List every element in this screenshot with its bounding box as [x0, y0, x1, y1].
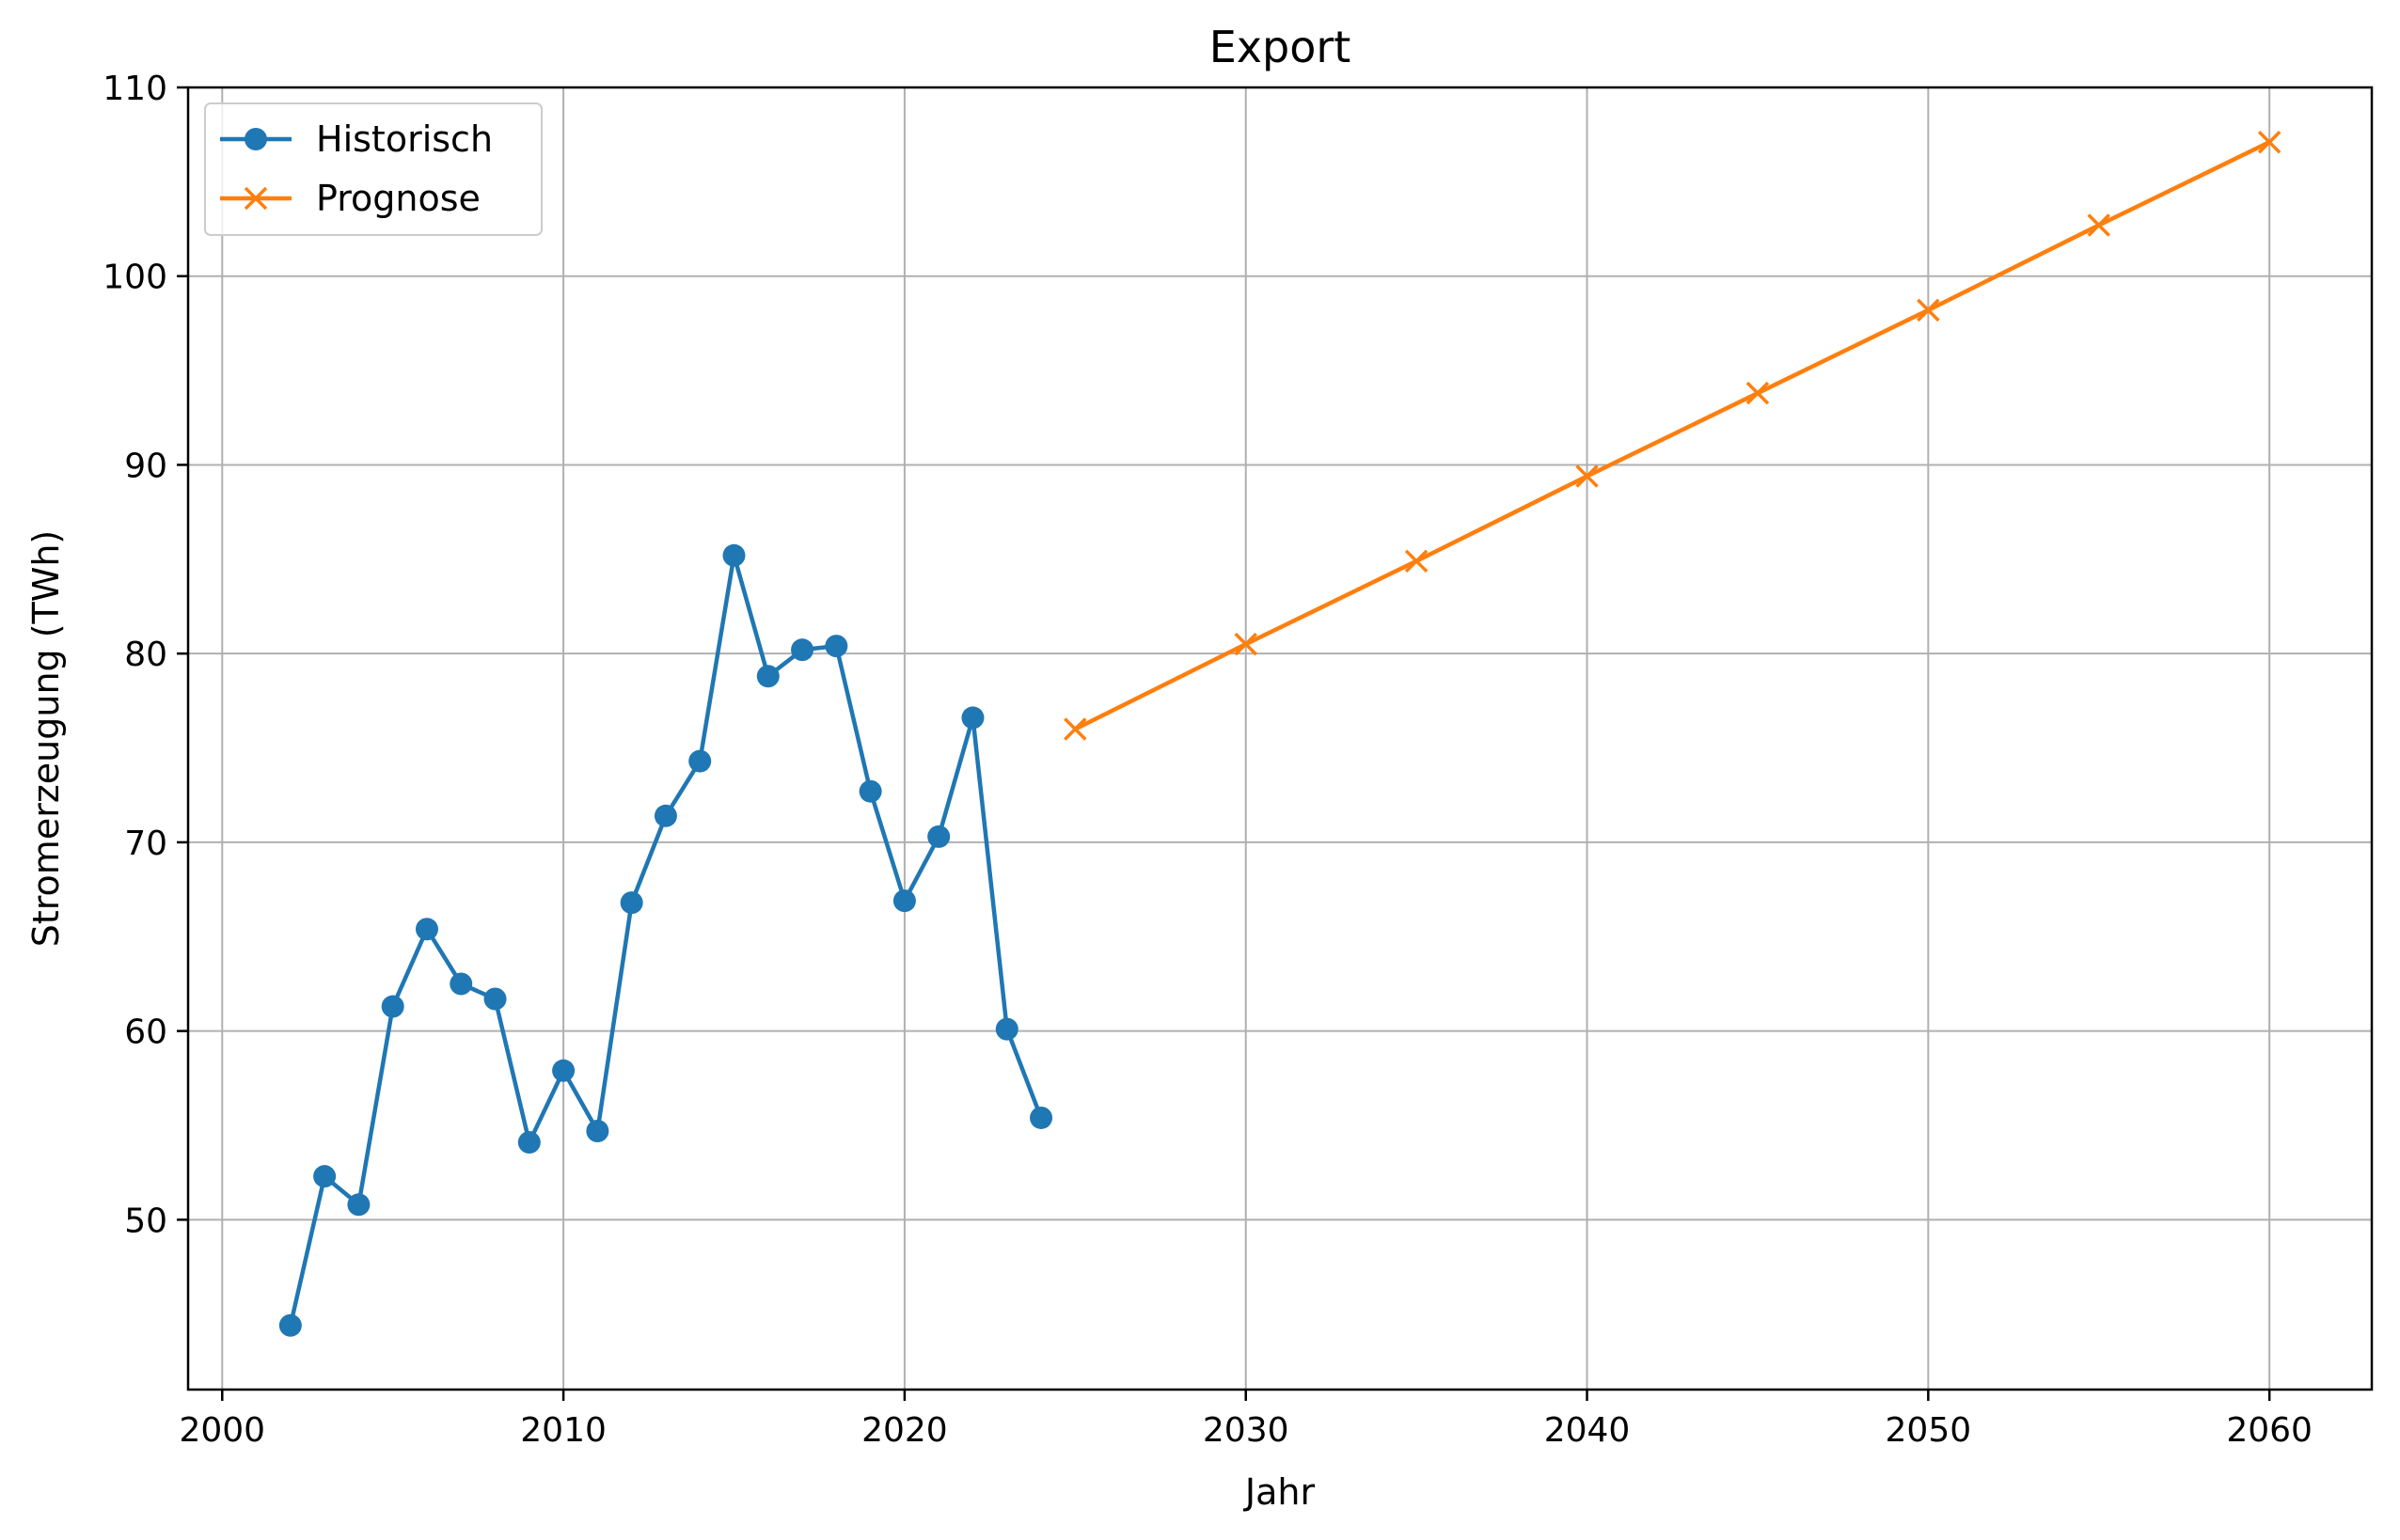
- data-point: [2257, 130, 2282, 154]
- y-tick-label: 90: [124, 447, 167, 485]
- y-axis-label: Stromerzeugung (TWh): [25, 530, 67, 948]
- x-tick-label: 2030: [1203, 1411, 1289, 1450]
- data-point: [517, 1131, 541, 1155]
- legend-item-prognose: Prognose: [220, 178, 481, 219]
- data-point: [483, 987, 507, 1011]
- legend-label: Prognose: [316, 178, 481, 219]
- x-tick-label: 2040: [1544, 1411, 1631, 1450]
- data-point: [756, 665, 780, 688]
- data-point: [552, 1059, 576, 1082]
- y-tick-label: 60: [124, 1014, 167, 1052]
- data-point: [927, 825, 951, 848]
- data-point: [1404, 549, 1429, 574]
- data-point: [1745, 381, 1770, 405]
- data-point: [654, 804, 677, 827]
- x-tick-label: 2000: [179, 1411, 265, 1450]
- x-tick-label: 2050: [1886, 1411, 1972, 1450]
- data-point: [722, 543, 746, 567]
- data-point: [450, 972, 473, 996]
- data-point: [1234, 632, 1257, 656]
- x-axis-label: Jahr: [1243, 1471, 1316, 1513]
- legend-label: Historisch: [316, 118, 493, 160]
- data-point: [1064, 717, 1087, 741]
- data-point: [791, 638, 814, 662]
- data-point: [961, 706, 985, 730]
- series-prognose: [1064, 130, 2282, 741]
- data-point: [892, 889, 916, 913]
- data-point: [278, 1313, 302, 1337]
- data-point: [995, 1017, 1018, 1041]
- data-point: [381, 995, 404, 1018]
- y-tick-label: 50: [124, 1202, 167, 1240]
- data-point: [688, 749, 712, 773]
- data-point: [586, 1120, 609, 1143]
- y-tick-label: 70: [124, 825, 167, 863]
- data-point: [1030, 1106, 1053, 1129]
- chart-title: Export: [1209, 22, 1351, 72]
- legend: Historisch Prognose: [204, 102, 543, 236]
- data-point: [415, 918, 438, 941]
- plot-frame: [186, 86, 2374, 1391]
- legend-box: [204, 102, 543, 236]
- x-tick-label: 2060: [2226, 1411, 2313, 1450]
- legend-items: Historisch Prognose: [220, 118, 493, 219]
- y-tick-label: 80: [124, 636, 167, 674]
- data-point: [1575, 464, 1599, 488]
- data-point: [2087, 213, 2110, 237]
- data-point: [313, 1165, 337, 1188]
- data-point: [859, 779, 882, 803]
- x-tick-label: 2020: [861, 1411, 948, 1450]
- data-point: [347, 1193, 371, 1217]
- series-historisch: [278, 543, 1053, 1337]
- data-point: [1917, 298, 1940, 322]
- data-point: [244, 186, 268, 211]
- data-point: [245, 128, 267, 150]
- x-tick-label: 2010: [520, 1411, 607, 1450]
- y-tick-label: 110: [103, 70, 167, 108]
- series-line: [1074, 140, 2271, 731]
- data-point: [620, 891, 643, 915]
- series-layer: [278, 130, 2282, 1337]
- axis-ticks: 2000 2010 2020 2030 2040 2050 2060 50 60 70 80 90 10…: [103, 70, 2313, 1450]
- data-point: [825, 635, 848, 658]
- y-tick-label: 100: [103, 259, 167, 297]
- legend-item-historisch: Historisch: [220, 118, 493, 160]
